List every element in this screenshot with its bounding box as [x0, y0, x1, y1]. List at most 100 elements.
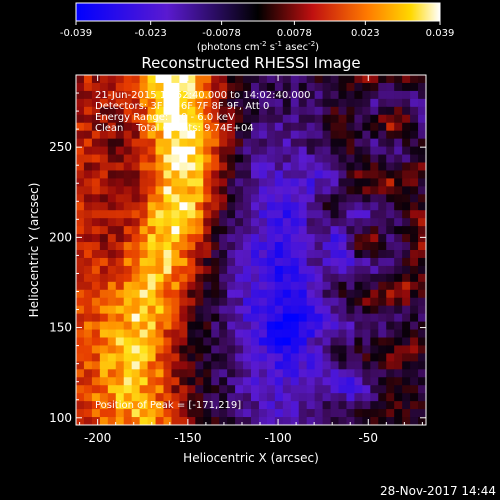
heatmap-cell	[322, 170, 332, 179]
heatmap-cell	[418, 273, 426, 283]
y-tick-label: 200	[49, 230, 72, 244]
heatmap-cell	[402, 154, 411, 164]
heatmap-cell	[330, 122, 340, 132]
heatmap-cell	[338, 297, 348, 307]
heatmap-cell	[99, 138, 109, 148]
heatmap-cell	[346, 226, 355, 235]
heatmap-cell	[290, 226, 300, 235]
heatmap-cell	[370, 170, 379, 179]
heatmap-cell	[211, 178, 220, 187]
heatmap-cell	[195, 114, 204, 124]
heatmap-cell	[394, 257, 403, 267]
heatmap-cell	[187, 273, 196, 283]
heatmap-cell	[203, 194, 212, 203]
heatmap-cell	[83, 106, 93, 116]
heatmap-cell	[306, 369, 316, 378]
heatmap-cell	[282, 417, 292, 425]
heatmap-cell	[139, 393, 149, 402]
heatmap-cell	[171, 210, 180, 219]
heatmap-cell	[163, 369, 173, 378]
heatmap-cell	[330, 194, 340, 203]
heatmap-cell	[370, 194, 379, 203]
heatmap-cell	[91, 178, 101, 187]
heatmap-cell	[338, 289, 348, 299]
y-axis-label: Heliocentric Y (arcsec)	[27, 183, 41, 318]
heatmap-cell	[83, 377, 93, 386]
heatmap-cell	[203, 369, 212, 378]
heatmap-cell	[346, 265, 355, 275]
heatmap-cell	[131, 401, 141, 410]
heatmap-cell	[83, 385, 93, 394]
heatmap-cell	[322, 106, 332, 116]
heatmap-cell	[203, 226, 212, 235]
heatmap-cell	[179, 297, 188, 307]
heatmap-cell	[298, 114, 308, 124]
heatmap-cell	[235, 194, 244, 203]
heatmap-cell	[290, 385, 300, 394]
heatmap-cell	[139, 170, 149, 179]
heatmap-cell	[330, 250, 340, 259]
heatmap-cell	[251, 82, 260, 92]
heatmap-cell	[171, 281, 180, 291]
heatmap-cell	[219, 114, 228, 124]
heatmap-cell	[322, 385, 332, 394]
heatmap-cell	[314, 75, 324, 84]
heatmap-cell	[386, 138, 395, 148]
heatmap-cell	[394, 106, 403, 116]
heatmap-cell	[251, 361, 260, 370]
heatmap-cell	[346, 250, 355, 259]
heatmap-cell	[402, 178, 411, 187]
heatmap-cell	[195, 162, 204, 172]
heatmap-cell	[410, 329, 419, 339]
heatmap-cell	[131, 321, 141, 331]
heatmap-cell	[163, 393, 173, 402]
heatmap-cell	[107, 401, 117, 410]
heatmap-cell	[171, 337, 180, 347]
heatmap-cell	[282, 130, 292, 140]
heatmap-cell	[314, 345, 324, 354]
heatmap-cell	[314, 329, 324, 339]
heatmap-cell	[195, 409, 204, 418]
heatmap-cell	[330, 98, 340, 108]
heatmap-cell	[306, 329, 316, 339]
heatmap-cell	[91, 385, 101, 394]
heatmap-cell	[410, 281, 419, 291]
heatmap-cell	[362, 297, 371, 307]
heatmap-cell	[179, 417, 188, 425]
heatmap-cell	[76, 273, 85, 283]
heatmap-cell	[418, 194, 426, 203]
heatmap-cell	[115, 82, 125, 92]
heatmap-cell	[338, 250, 348, 259]
heatmap-cell	[266, 90, 276, 100]
heatmap-cell	[251, 393, 260, 402]
heatmap-cell	[76, 305, 85, 315]
heatmap-cell	[418, 186, 426, 195]
heatmap-cell	[394, 353, 403, 362]
heatmap-cell	[290, 313, 300, 323]
heatmap-cell	[298, 385, 308, 394]
heatmap-cell	[171, 90, 180, 100]
heatmap-cell	[402, 210, 411, 219]
heatmap-cell	[227, 289, 236, 299]
heatmap-cell	[418, 75, 426, 84]
heatmap-cell	[219, 377, 228, 386]
heatmap-cell	[251, 265, 260, 275]
heatmap-cell	[418, 353, 426, 362]
heatmap-cell	[282, 90, 292, 100]
heatmap-cell	[251, 226, 260, 235]
heatmap-cell	[322, 186, 332, 195]
heatmap-cell	[290, 289, 300, 299]
heatmap-cell	[306, 202, 316, 211]
heatmap-cell	[171, 234, 180, 243]
heatmap-cell	[338, 281, 348, 291]
heatmap-cell	[418, 178, 426, 187]
heatmap-cell	[139, 234, 149, 243]
heatmap-cell	[322, 178, 332, 187]
heatmap-cell	[346, 178, 355, 187]
heatmap-cell	[211, 313, 220, 323]
heatmap-cell	[290, 297, 300, 307]
heatmap-cell	[322, 337, 332, 347]
heatmap-cell	[115, 361, 125, 370]
heatmap-cell	[362, 337, 371, 347]
heatmap-cell	[251, 114, 260, 124]
